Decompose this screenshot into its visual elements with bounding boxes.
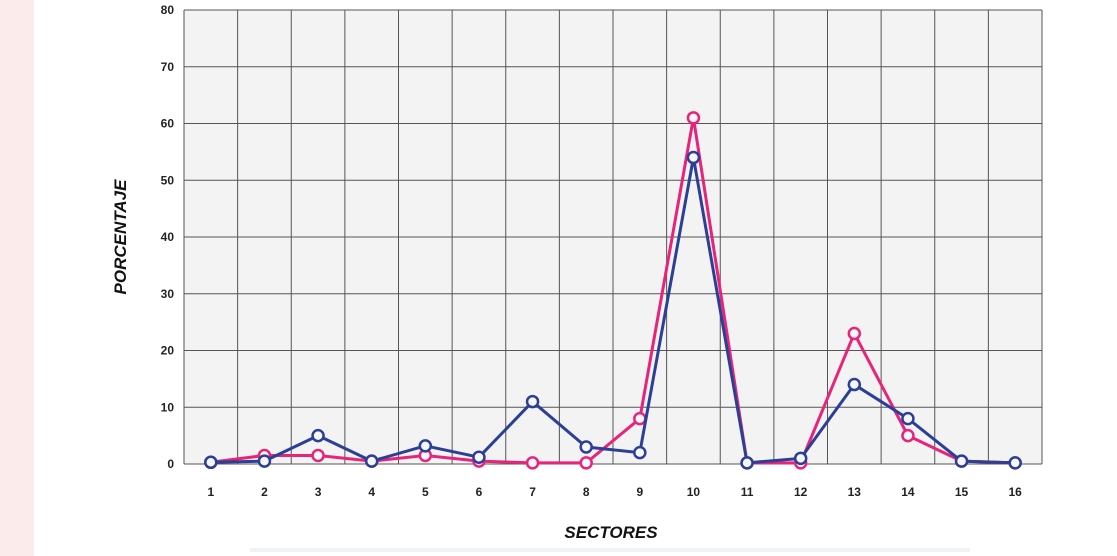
series-line — [210, 156, 1016, 465]
y-tick-label: 0 — [167, 457, 174, 471]
data-point — [364, 454, 379, 468]
x-tick-label: 7 — [529, 485, 536, 499]
x-tick-label: 10 — [687, 485, 701, 499]
data-point — [525, 456, 540, 470]
data-point — [633, 445, 647, 460]
data-point — [257, 454, 272, 468]
y-tick-label: 10 — [161, 400, 175, 414]
data-point — [418, 439, 433, 453]
x-tick-label: 5 — [422, 485, 429, 499]
data-point — [579, 456, 593, 470]
y-tick-label: 40 — [161, 230, 175, 244]
grid-layer — [183, 9, 1043, 465]
data-point — [204, 455, 218, 470]
y-tick-label: 20 — [161, 344, 175, 358]
bottom-decorative-line — [250, 548, 970, 552]
data-point — [311, 428, 325, 443]
data-point — [847, 377, 862, 392]
x-tick-label: 2 — [261, 485, 268, 499]
data-point — [1008, 456, 1022, 470]
data-point — [686, 150, 701, 165]
y-tick-label: 70 — [161, 60, 175, 74]
data-point — [311, 448, 325, 463]
data-point — [847, 326, 862, 341]
data-point — [525, 394, 540, 409]
x-tick-label: 4 — [368, 485, 375, 499]
data-point — [686, 111, 701, 125]
x-axis-title: SECTORES — [564, 523, 658, 542]
x-tick-label: 16 — [1009, 485, 1023, 499]
x-tick-label: 3 — [315, 485, 322, 499]
x-tick-label: 1 — [207, 485, 214, 499]
y-tick-label: 60 — [161, 117, 175, 131]
data-point — [740, 456, 754, 470]
data-point — [954, 454, 969, 468]
x-tick-label: 6 — [476, 485, 483, 499]
data-point — [901, 411, 915, 426]
x-tick-label: 12 — [794, 485, 808, 499]
data-point — [472, 450, 486, 464]
series-layer — [204, 111, 1022, 470]
x-tick-label: 15 — [955, 485, 969, 499]
x-tick-label: 13 — [848, 485, 862, 499]
data-point — [579, 440, 593, 454]
y-axis-title: PORCENTAJE — [111, 179, 130, 295]
data-point — [793, 451, 808, 466]
left-decorative-band — [0, 0, 34, 556]
x-tick-label: 14 — [901, 485, 915, 499]
y-tick-label: 50 — [161, 173, 175, 187]
series-line — [210, 116, 1016, 465]
x-tick-label: 9 — [636, 485, 643, 499]
y-tick-label: 30 — [161, 287, 175, 301]
series-2 — [204, 150, 1022, 470]
x-tick-label: 8 — [583, 485, 590, 499]
x-tick-labels: 1 2 3 4 5 6 7 8 9 10 11 12 13 14 15 16 — [207, 485, 1022, 499]
data-point — [901, 428, 915, 443]
y-tick-label: 80 — [161, 3, 175, 17]
data-point — [633, 411, 647, 426]
x-tick-label: 11 — [741, 485, 754, 499]
y-tick-labels: 0 10 20 30 40 50 60 70 80 — [161, 3, 175, 471]
